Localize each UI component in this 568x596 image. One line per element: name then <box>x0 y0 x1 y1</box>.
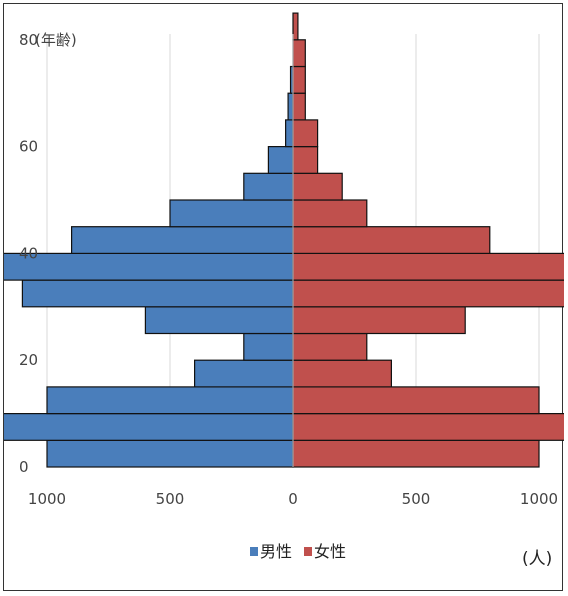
x-tick-labels: 2000150010005000500100015002000 <box>28 490 558 508</box>
x-tick-label: 500 <box>402 490 431 508</box>
legend-swatch <box>304 547 312 556</box>
bar-male <box>243 172 294 201</box>
y-tick-label: 80 <box>19 31 38 49</box>
bar-female <box>292 306 466 335</box>
bar-male <box>144 306 294 335</box>
legend-label: 女性 <box>314 542 346 561</box>
bar-male <box>4 252 294 281</box>
bar-female <box>292 39 306 68</box>
bar-female <box>292 279 564 308</box>
bar-male <box>267 146 294 174</box>
y-tick-labels: 80 60 40 20 0 <box>19 31 38 476</box>
bar-female <box>292 413 564 441</box>
x-tick-label: 1000 <box>520 490 558 508</box>
bar-male <box>285 119 294 148</box>
bar-male <box>287 92 294 121</box>
bar-female <box>292 252 564 281</box>
bar-female <box>292 92 306 121</box>
bar-female <box>292 65 306 94</box>
bar-female <box>292 12 299 41</box>
y-tick-label: 40 <box>19 244 38 262</box>
x-tick-label: 0 <box>288 490 298 508</box>
bar-female <box>292 226 491 254</box>
bar-female <box>292 119 319 148</box>
x-tick-label: 1000 <box>28 490 66 508</box>
bar-female <box>292 439 540 468</box>
bar-male <box>243 332 294 361</box>
bar-female <box>292 199 368 228</box>
y-unit-label: (年齢) <box>35 31 77 49</box>
bar-male <box>169 199 294 228</box>
legend-label: 男性 <box>260 542 292 561</box>
bar-male <box>4 413 294 441</box>
y-tick-label: 60 <box>19 138 38 156</box>
bar-female <box>292 172 343 201</box>
legend: 男性 女性 <box>250 542 346 561</box>
legend-swatch <box>250 547 258 556</box>
bar-male <box>46 439 294 468</box>
bar-male <box>70 226 294 254</box>
bars <box>4 12 564 468</box>
y-tick-label: 0 <box>19 458 29 476</box>
x-unit-label: (人) <box>522 549 552 569</box>
y-tick-label: 20 <box>19 351 38 369</box>
bar-male <box>46 386 294 415</box>
bar-female <box>292 146 319 174</box>
bar-male <box>21 279 294 308</box>
x-tick-label: 500 <box>156 490 185 508</box>
bar-male <box>194 359 294 388</box>
bar-female <box>292 359 393 388</box>
bar-female <box>292 332 368 361</box>
bar-female <box>292 386 540 415</box>
